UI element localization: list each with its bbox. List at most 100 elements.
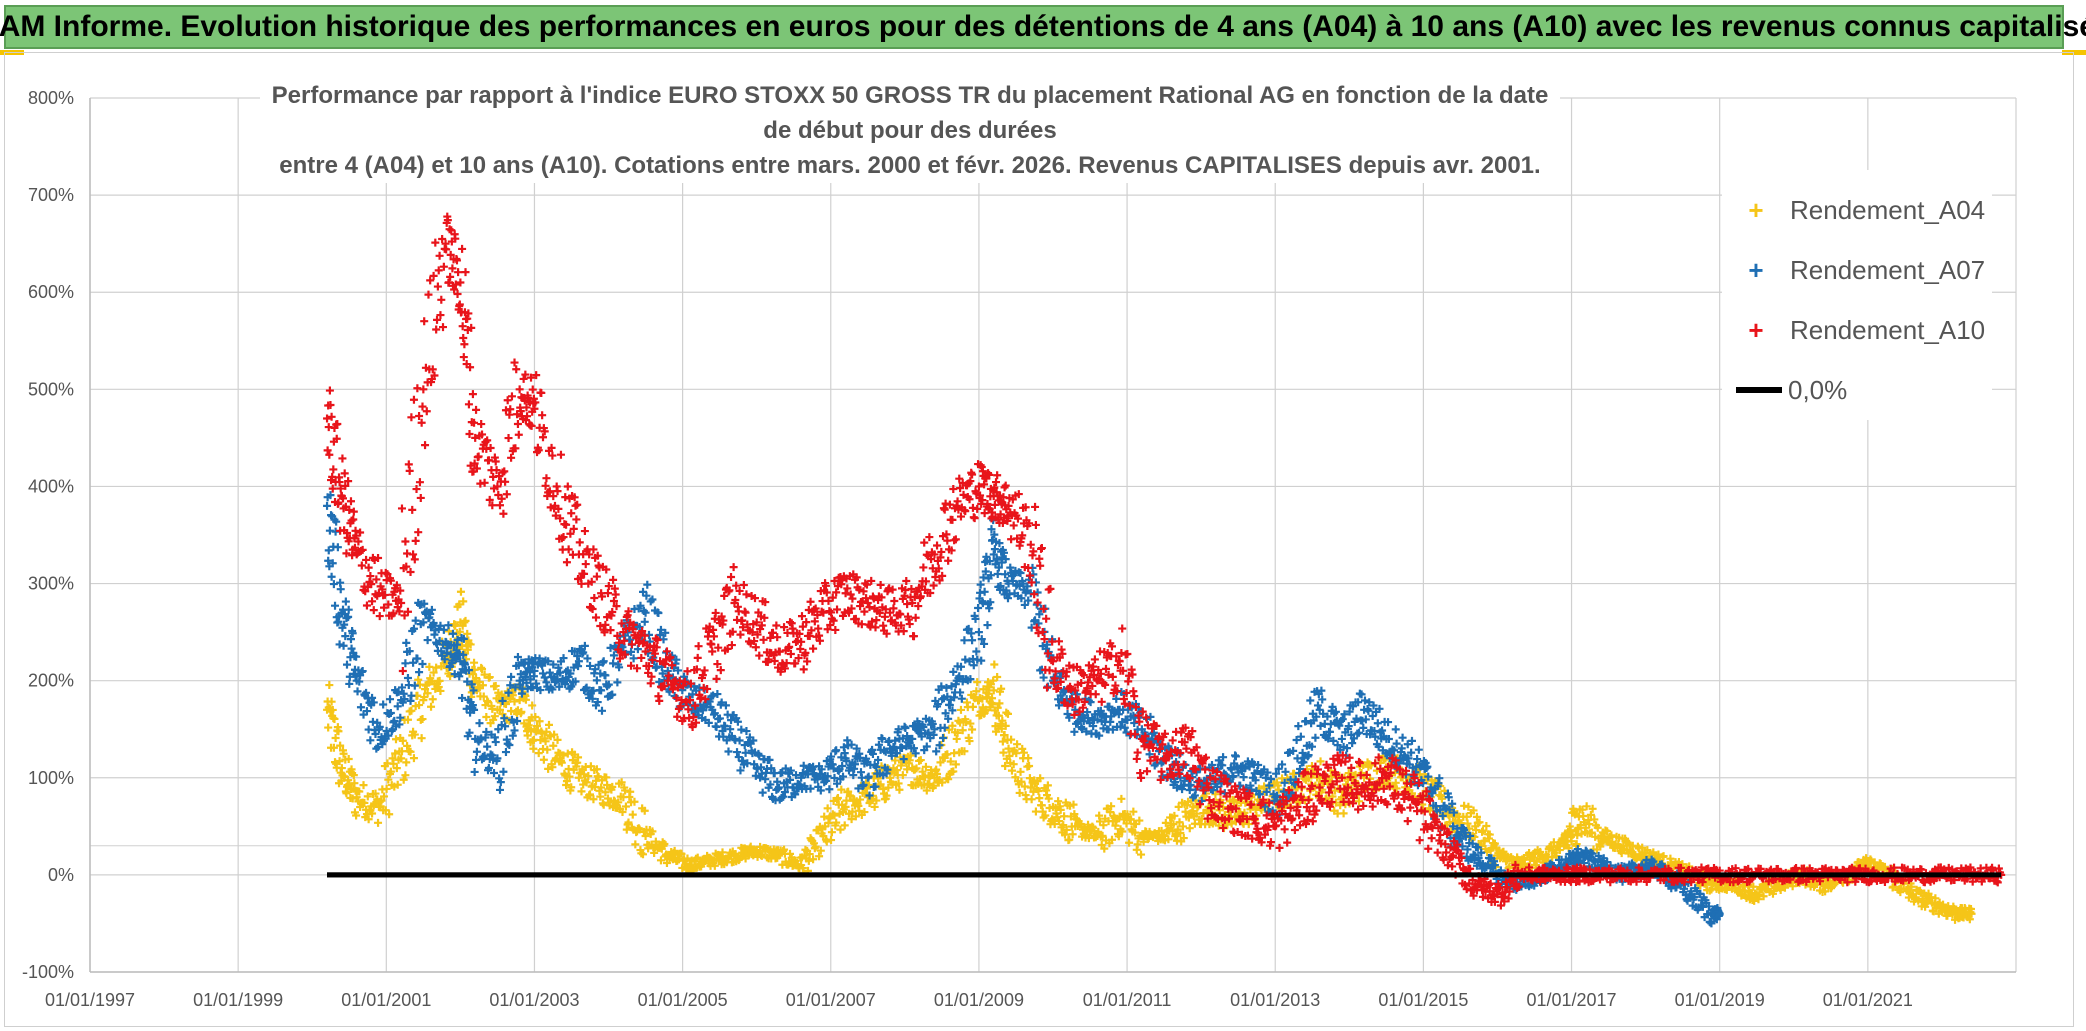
data-point	[693, 653, 702, 662]
data-point	[648, 827, 657, 836]
data-point	[838, 800, 847, 809]
data-point	[592, 676, 601, 685]
data-point	[389, 759, 398, 768]
data-point	[994, 711, 1003, 720]
data-point	[1054, 797, 1063, 806]
data-point	[541, 737, 550, 746]
data-point	[1294, 722, 1303, 731]
data-point	[391, 735, 400, 744]
data-point	[1004, 744, 1013, 753]
data-point	[993, 570, 1002, 579]
data-point	[340, 469, 349, 478]
data-point	[1034, 786, 1043, 795]
data-point	[1580, 818, 1589, 827]
data-point	[439, 323, 448, 332]
data-point	[451, 620, 460, 629]
data-point	[933, 541, 942, 550]
data-point	[350, 779, 359, 788]
data-point	[517, 707, 526, 716]
data-point	[407, 706, 416, 715]
data-point	[397, 747, 406, 756]
data-point	[1054, 637, 1063, 646]
data-point	[461, 616, 470, 625]
data-point	[427, 702, 436, 711]
data-point	[568, 550, 577, 559]
data-point	[507, 392, 516, 401]
data-point	[609, 575, 618, 584]
data-point	[466, 640, 475, 649]
data-point	[577, 787, 586, 796]
data-point	[339, 641, 348, 650]
data-point	[1170, 811, 1179, 820]
data-point	[562, 777, 571, 786]
data-point	[582, 778, 591, 787]
data-point	[939, 733, 948, 742]
data-point	[621, 786, 630, 795]
data-point	[352, 811, 361, 820]
data-point	[616, 792, 625, 801]
data-point	[433, 282, 442, 291]
data-point	[589, 545, 598, 554]
data-point	[628, 810, 637, 819]
data-point	[909, 632, 918, 641]
data-point	[639, 850, 648, 859]
data-point	[561, 493, 570, 502]
data-point	[693, 853, 702, 862]
data-point	[1462, 812, 1471, 821]
data-point	[1050, 820, 1059, 829]
data-point	[1025, 774, 1034, 783]
banner-title: ADAM Informe. Evolution historique des p…	[0, 10, 2086, 43]
data-point	[822, 837, 831, 846]
data-point	[327, 572, 336, 581]
data-point	[1013, 740, 1022, 749]
data-point	[938, 778, 947, 787]
data-point	[1750, 896, 1759, 905]
data-point	[1586, 810, 1595, 819]
data-point	[495, 785, 504, 794]
data-point	[960, 747, 969, 756]
data-point	[423, 689, 432, 698]
data-point	[597, 706, 606, 715]
data-point	[1587, 828, 1596, 837]
data-point	[406, 568, 415, 577]
data-point	[876, 780, 885, 789]
data-point	[463, 645, 472, 654]
data-point	[538, 411, 547, 420]
data-point	[1175, 818, 1184, 827]
data-point	[1065, 835, 1074, 844]
data-point	[755, 651, 764, 660]
data-point	[339, 749, 348, 758]
data-point	[559, 751, 568, 760]
axes	[89, 98, 2016, 973]
data-point	[1316, 757, 1325, 766]
data-point	[574, 753, 583, 762]
data-point	[575, 538, 584, 547]
data-point	[344, 776, 353, 785]
data-point	[432, 325, 441, 334]
data-point	[990, 660, 999, 669]
data-point	[415, 478, 424, 487]
data-point	[437, 295, 446, 304]
data-point	[583, 654, 592, 663]
data-point	[1126, 815, 1135, 824]
data-point	[677, 849, 686, 858]
data-point	[911, 613, 920, 622]
data-point	[394, 755, 403, 764]
data-point	[1135, 816, 1144, 825]
data-point	[602, 773, 611, 782]
data-point	[537, 388, 546, 397]
data-point	[446, 672, 455, 681]
data-point	[498, 710, 507, 719]
data-point	[1129, 807, 1138, 816]
data-point	[1011, 773, 1020, 782]
data-point	[968, 636, 977, 645]
data-point	[442, 245, 451, 254]
data-point	[550, 730, 559, 739]
data-point	[968, 702, 977, 711]
data-point	[901, 724, 910, 733]
data-point	[1366, 761, 1375, 770]
data-point	[403, 715, 412, 724]
data-point	[1031, 807, 1040, 816]
data-point	[936, 758, 945, 767]
data-point	[735, 736, 744, 745]
